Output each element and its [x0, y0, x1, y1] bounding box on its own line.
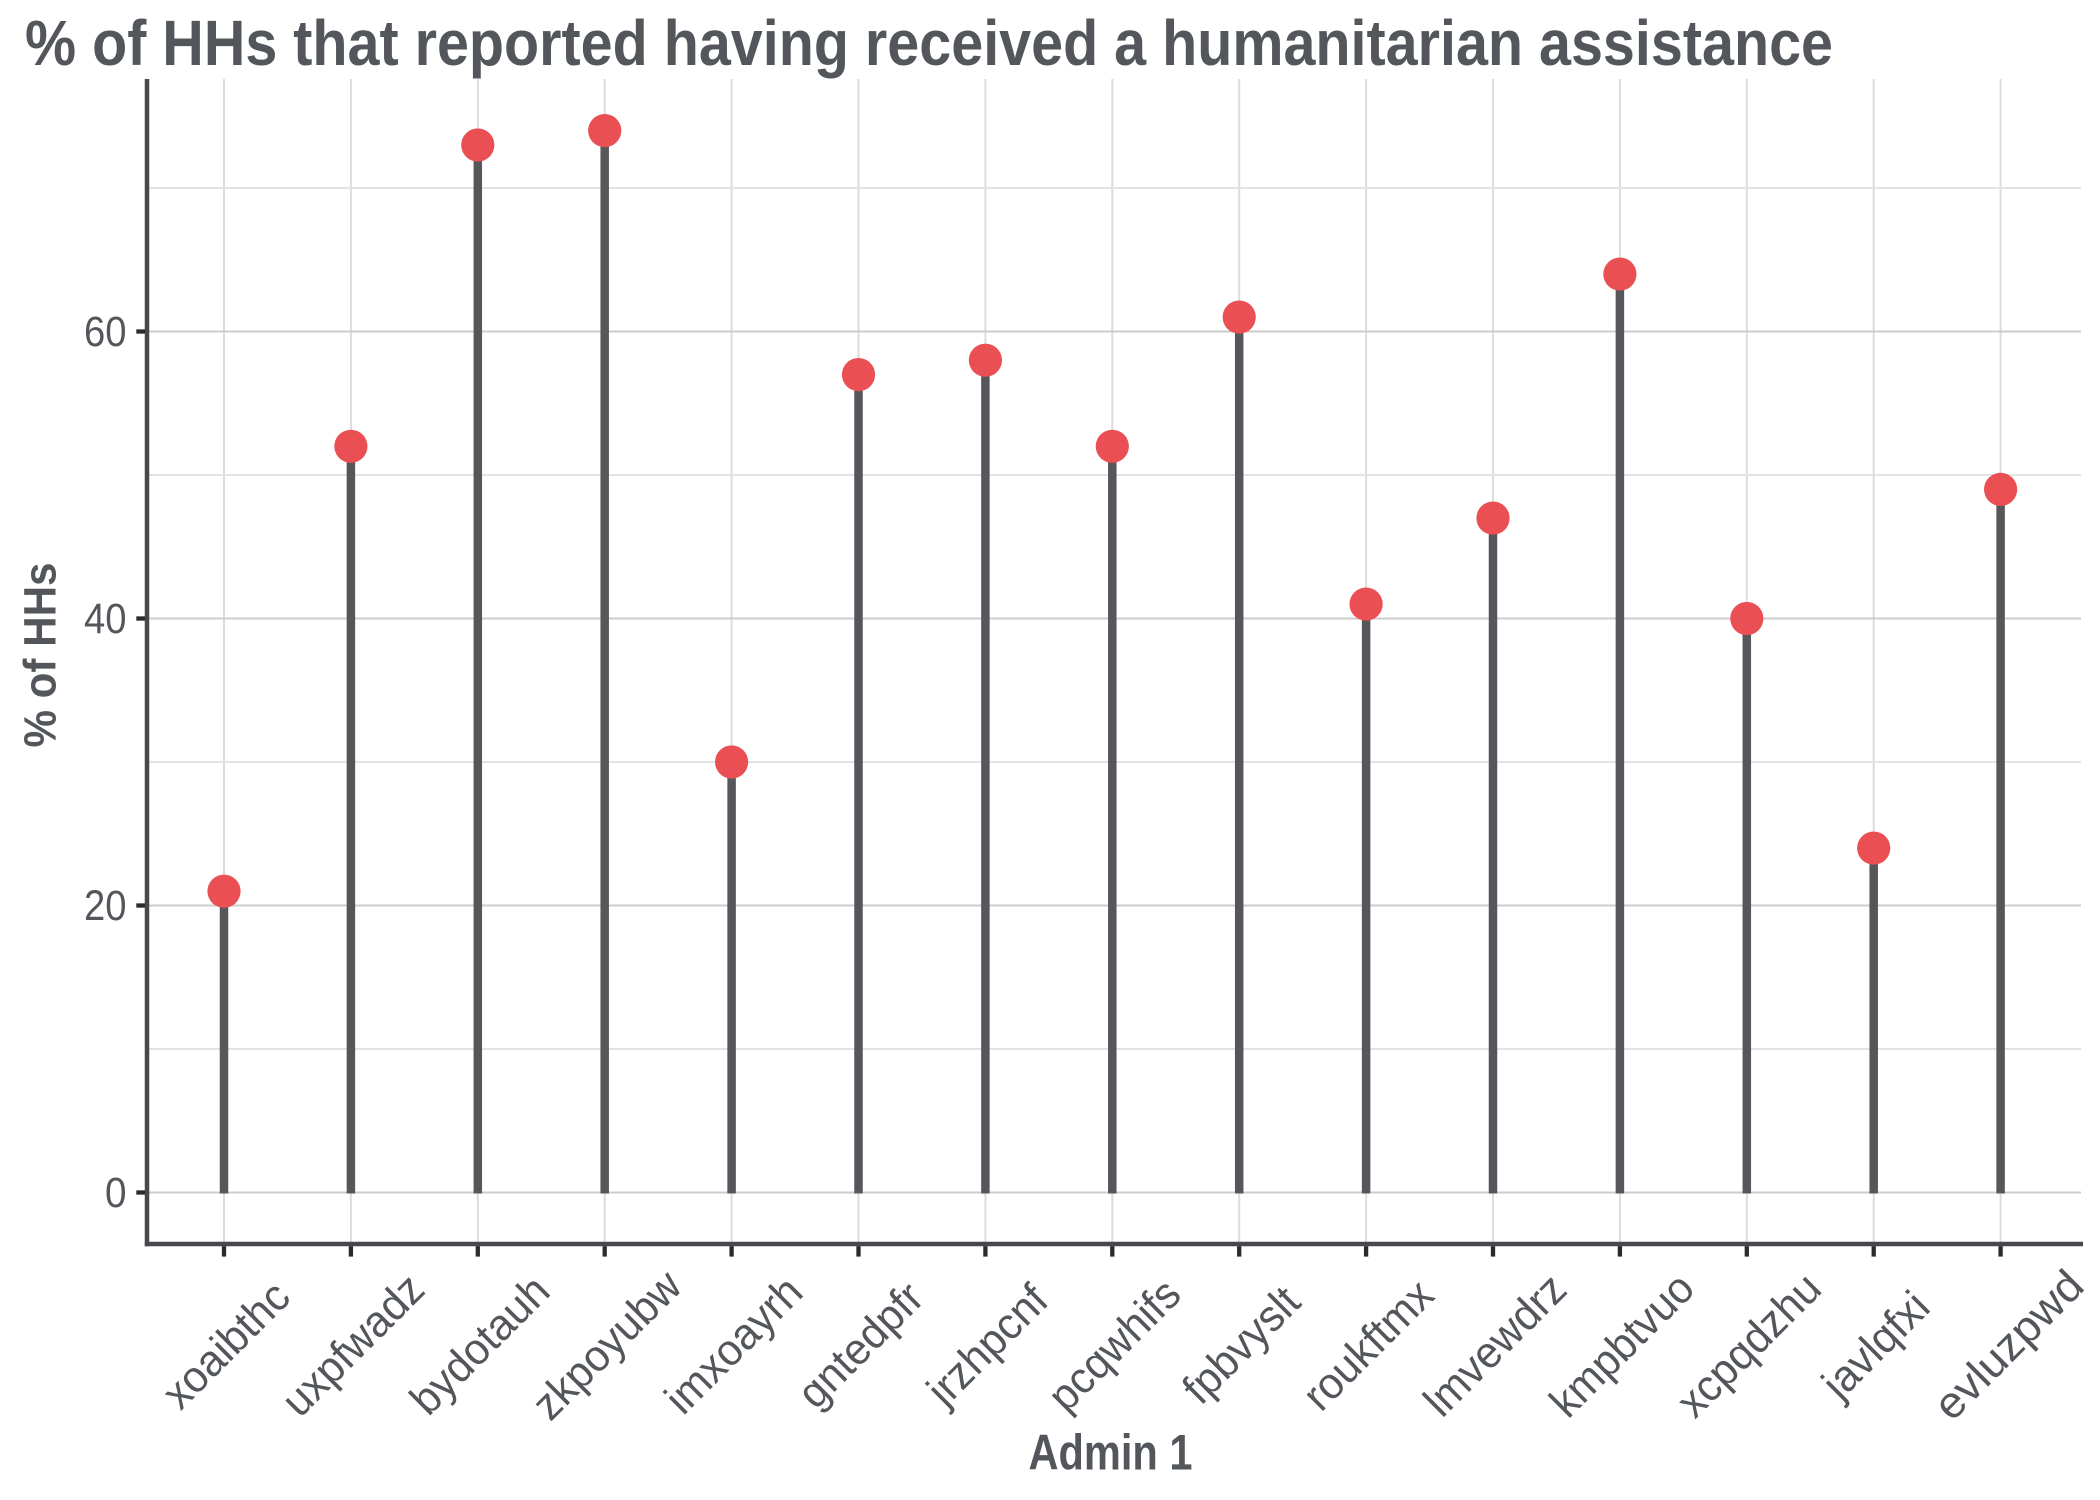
svg-text:% of HHs: % of HHs: [14, 563, 65, 748]
svg-text:60: 60: [84, 309, 127, 356]
svg-text:40: 40: [84, 596, 127, 643]
svg-text:Admin 1: Admin 1: [1029, 1425, 1193, 1481]
svg-text:20: 20: [84, 883, 127, 930]
svg-text:% of HHs that reported having: % of HHs that reported having received a…: [25, 7, 1833, 79]
svg-text:0: 0: [105, 1170, 127, 1217]
